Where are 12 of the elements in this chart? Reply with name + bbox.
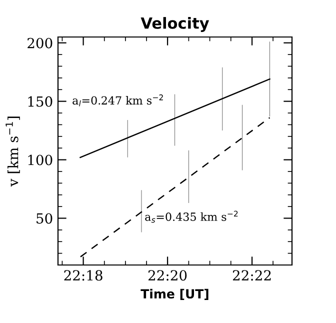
y-axis-title: v [km s$^{−1}$] xyxy=(6,116,20,187)
x-tick-label: 22:20 xyxy=(148,270,187,281)
chart-title: Velocity xyxy=(140,17,210,32)
x-tick-label: 22:22 xyxy=(232,270,271,281)
annotation: a$_{s}$=0.435 km s$^{−2}$ xyxy=(145,210,238,223)
y-tick-label: 200 xyxy=(28,38,52,48)
y-tick-label: 150 xyxy=(28,96,52,107)
x-axis-title: Time [UT] xyxy=(140,288,208,300)
y-tick-label: 100 xyxy=(28,154,52,166)
x-tick-label: 22:18 xyxy=(64,270,102,281)
y-tick-label: 50 xyxy=(36,213,52,224)
annotation: a$_{l}$=0.247 km s$^{−2}$ xyxy=(72,94,163,106)
